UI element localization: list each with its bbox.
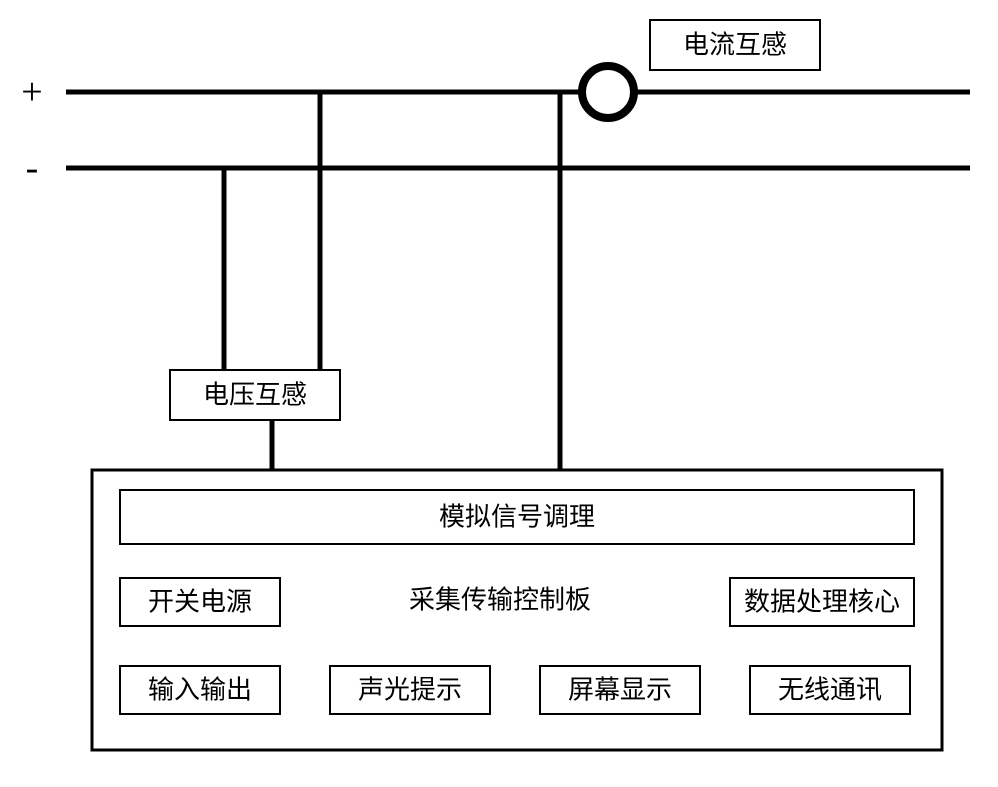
io-label: 输入输出 xyxy=(148,676,252,705)
sign-minus: - xyxy=(26,147,39,189)
vt-label: 电压互感 xyxy=(203,381,307,410)
analog-label: 模拟信号调理 xyxy=(439,503,595,532)
ct-label: 电流互感 xyxy=(683,31,787,60)
alarm-label: 声光提示 xyxy=(358,676,462,705)
disp-label: 屏幕显示 xyxy=(568,676,672,705)
ct-circle-icon xyxy=(582,66,634,118)
sign-plus: + xyxy=(21,71,42,113)
wless-label: 无线通讯 xyxy=(778,676,882,705)
diagram-root: + - 电流互感 电压互感 模拟信号调理 采集传输控制板 开关电源数据处理核心 … xyxy=(0,0,998,787)
core-label: 数据处理核心 xyxy=(744,588,900,617)
psu-label: 开关电源 xyxy=(148,588,252,617)
panel-title: 采集传输控制板 xyxy=(409,586,591,615)
